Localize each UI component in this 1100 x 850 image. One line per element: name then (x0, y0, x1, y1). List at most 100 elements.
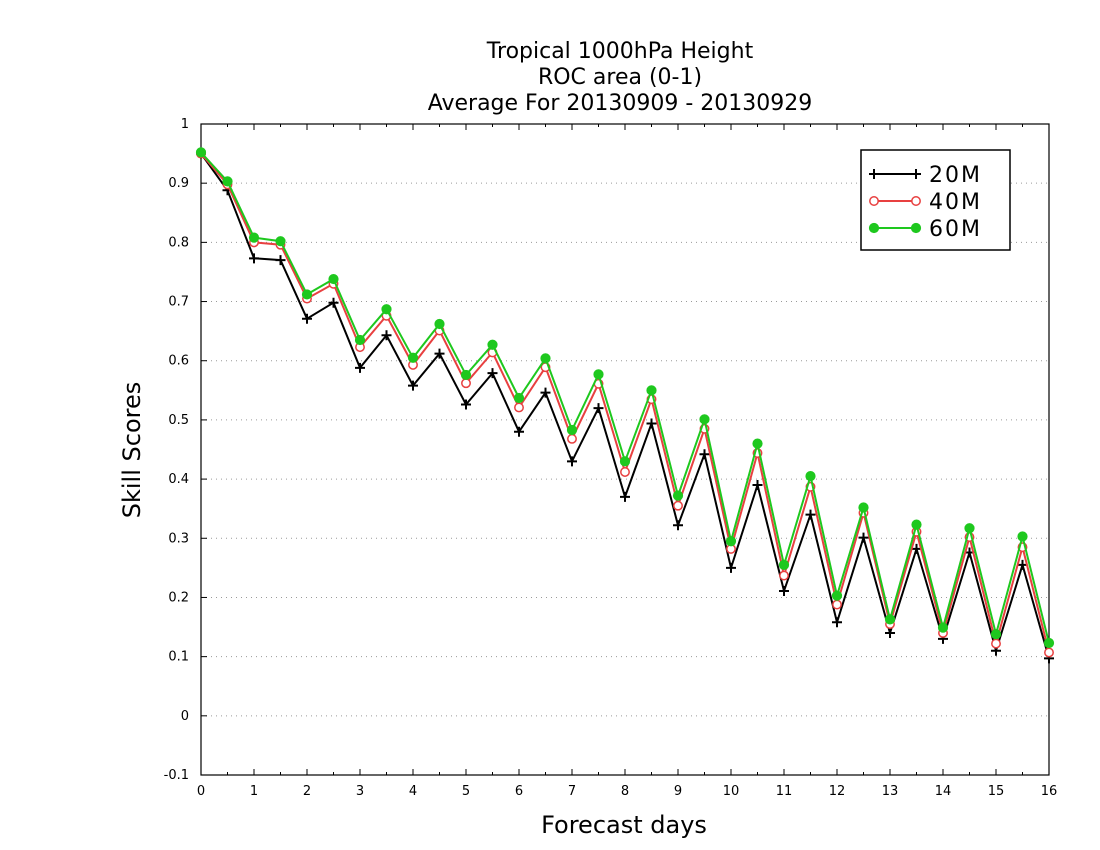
data-point (779, 585, 789, 596)
legend-label: 60M (929, 217, 982, 242)
data-point (381, 330, 392, 341)
data-point (1044, 647, 1054, 658)
y-tick-label: 0 (181, 709, 189, 724)
data-point (301, 289, 313, 300)
data-point (248, 232, 260, 243)
tick-labels: -0.100.10.20.30.40.50.60.70.80.910 1 2 3 4 5 6… (164, 117, 1058, 799)
data-point (991, 638, 1001, 649)
data-point (858, 502, 869, 513)
data-point (673, 500, 683, 511)
data-point (778, 559, 790, 571)
data-point (1043, 637, 1055, 649)
data-point (779, 570, 789, 581)
data-point (354, 334, 366, 346)
legend-item-40M: 40M (869, 190, 980, 215)
data-point (514, 426, 524, 437)
data-point (593, 369, 604, 380)
series-lines (195, 147, 1055, 664)
data-point (434, 348, 445, 359)
data-point (885, 627, 895, 638)
data-point (407, 352, 419, 363)
data-point (381, 304, 392, 315)
data-point (805, 509, 816, 520)
data-point (567, 456, 577, 467)
x-tick-label: 0 (197, 784, 205, 799)
data-point (832, 599, 842, 610)
data-point (699, 449, 710, 460)
y-tick-label: 0.1 (168, 650, 189, 665)
data-point (222, 176, 233, 187)
data-point (619, 456, 631, 467)
y-tick-label: 0.7 (168, 295, 189, 310)
data-point (355, 362, 365, 373)
x-tick-label: 10 (723, 784, 740, 799)
data-point (964, 523, 975, 534)
data-point (752, 438, 763, 449)
x-tick-label: 4 (409, 784, 417, 799)
data-point (593, 403, 604, 414)
data-point (540, 353, 551, 364)
data-point (620, 467, 630, 477)
data-point (540, 387, 551, 398)
plot-frame (200, 123, 1050, 776)
data-point (752, 480, 763, 491)
data-point (408, 380, 418, 391)
data-point (646, 418, 657, 429)
y-tick-label: -0.1 (164, 768, 189, 783)
x-tick-label: 2 (303, 784, 311, 799)
x-tick-label: 14 (935, 784, 952, 799)
data-point (869, 169, 879, 179)
legend-item-60M: 60M (868, 217, 982, 242)
data-point (911, 519, 922, 530)
x-tick-label: 9 (674, 784, 682, 799)
data-point (513, 392, 525, 404)
data-point (1017, 531, 1028, 542)
title-line-1: Tropical 1000hPa Height (486, 39, 754, 64)
x-tick-label: 15 (988, 784, 1005, 799)
data-point (460, 369, 472, 381)
x-tick-label: 8 (621, 784, 629, 799)
data-point (620, 491, 630, 502)
data-point (195, 147, 207, 158)
axes (200, 123, 1050, 776)
grid (201, 182, 1049, 717)
data-point (673, 520, 683, 531)
data-point (911, 543, 922, 554)
data-point (911, 169, 921, 179)
legend-label: 20M (929, 163, 982, 188)
y-tick-label: 0.3 (168, 531, 189, 546)
x-tick-label: 12 (829, 784, 846, 799)
data-point (805, 471, 816, 482)
data-point (911, 196, 921, 206)
data-point (990, 629, 1002, 640)
x-tick-label: 13 (882, 784, 899, 799)
x-axis-label: Forecast days (541, 811, 707, 839)
data-point (868, 222, 880, 234)
data-point (726, 562, 736, 573)
data-point (832, 617, 842, 628)
data-point (249, 253, 259, 264)
data-point (328, 297, 339, 308)
data-point (275, 255, 286, 266)
data-point (487, 339, 498, 350)
data-point (461, 378, 471, 389)
data-point (434, 318, 445, 330)
legend-item-20M: 20M (869, 163, 982, 188)
x-tick-label: 7 (568, 784, 576, 799)
x-tick-label: 6 (515, 784, 523, 799)
data-point (858, 532, 869, 543)
data-point (487, 368, 498, 379)
data-point (725, 536, 737, 547)
data-point (461, 399, 471, 410)
data-point (646, 385, 657, 396)
x-tick-label: 3 (356, 784, 364, 799)
x-tick-label: 16 (1041, 784, 1058, 799)
data-point (567, 433, 577, 444)
chart-title: Tropical 1000hPa Height ROC area (0-1) A… (428, 39, 813, 116)
series-40M (196, 148, 1054, 658)
title-line-2: ROC area (0-1) (538, 65, 702, 90)
data-point (672, 490, 684, 501)
x-tick-label: 11 (776, 784, 793, 799)
